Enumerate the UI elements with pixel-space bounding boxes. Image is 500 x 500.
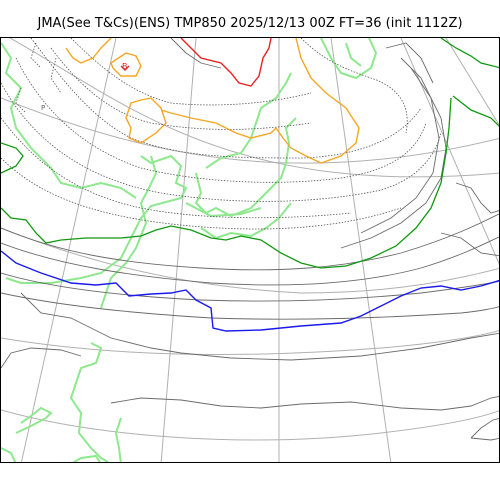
low-pressure-marker: B [122,62,128,71]
orange-contour [160,38,360,164]
orange-contour [110,52,142,77]
coastline [1,38,378,462]
blue-contour [1,250,499,332]
green-contour [1,142,24,174]
green-contour [1,97,452,269]
green-contour [452,95,499,127]
map-canvas: B P [1,38,499,462]
orange-contour [65,38,112,64]
graticule [1,38,499,462]
pressure-marker: P [41,104,45,112]
map-title: JMA(See T&Cs)(ENS) TMP850 2025/12/13 00Z… [37,16,463,31]
temperature-contours [1,38,499,332]
red-contour [180,38,272,87]
green-contour [440,38,499,69]
orange-contour [125,97,167,144]
isobars [1,38,499,441]
weather-map: B P [0,37,500,463]
red-contour [120,65,130,71]
dotted-contours [1,38,442,230]
